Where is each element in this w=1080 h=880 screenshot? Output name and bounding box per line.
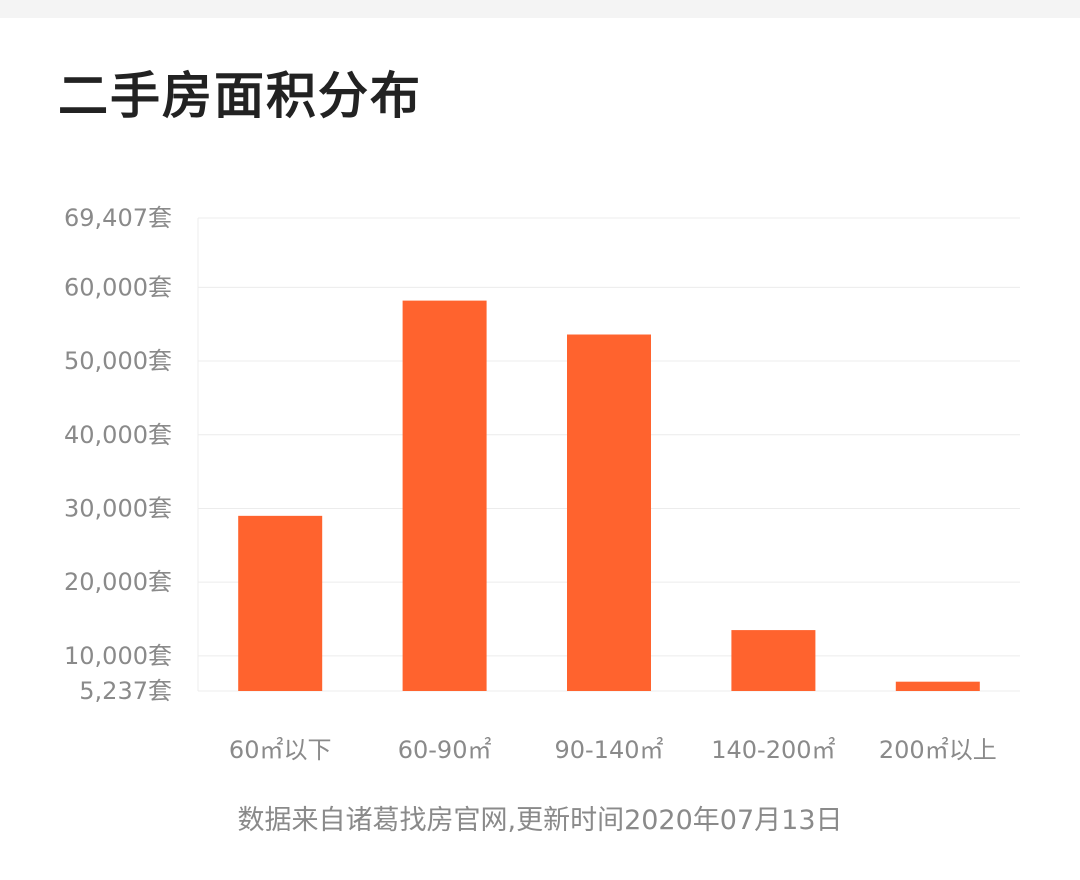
y-tick-label: 10,000套: [64, 642, 172, 670]
bar: [895, 681, 980, 691]
chart-card: [0, 18, 1080, 880]
x-tick-label: 60-90㎡: [398, 736, 492, 764]
y-tick-label: 60,000套: [64, 273, 172, 301]
top-strip: [0, 0, 1080, 18]
y-tick-label: 50,000套: [64, 347, 172, 375]
chart-title: 二手房面积分布: [58, 67, 422, 125]
y-tick-label: 30,000套: [64, 494, 172, 522]
x-tick-label: 60㎡以下: [229, 736, 332, 764]
y-tick-label: 69,407套: [64, 204, 172, 232]
bar: [402, 300, 487, 691]
x-tick-label: 140-200㎡: [711, 736, 835, 764]
x-axis-ticks: 60㎡以下 60-90㎡ 90-140㎡ 140-200㎡ 200㎡以上: [229, 736, 997, 764]
y-tick-label: 5,237套: [79, 677, 172, 705]
x-tick-label: 200㎡以上: [879, 736, 997, 764]
bar: [238, 515, 323, 691]
bar: [731, 630, 816, 691]
y-tick-label: 40,000套: [64, 421, 172, 449]
data-source-note: 数据来自诸葛找房官网,更新时间2020年07月13日: [237, 805, 843, 836]
x-tick-label: 90-140㎡: [554, 736, 663, 764]
bars: [238, 300, 980, 691]
bar: [567, 334, 651, 691]
y-axis-ticks: 5,237套 10,000套 20,000套 30,000套 40,000套 50,000…: [64, 204, 172, 705]
y-tick-label: 20,000套: [64, 568, 172, 596]
